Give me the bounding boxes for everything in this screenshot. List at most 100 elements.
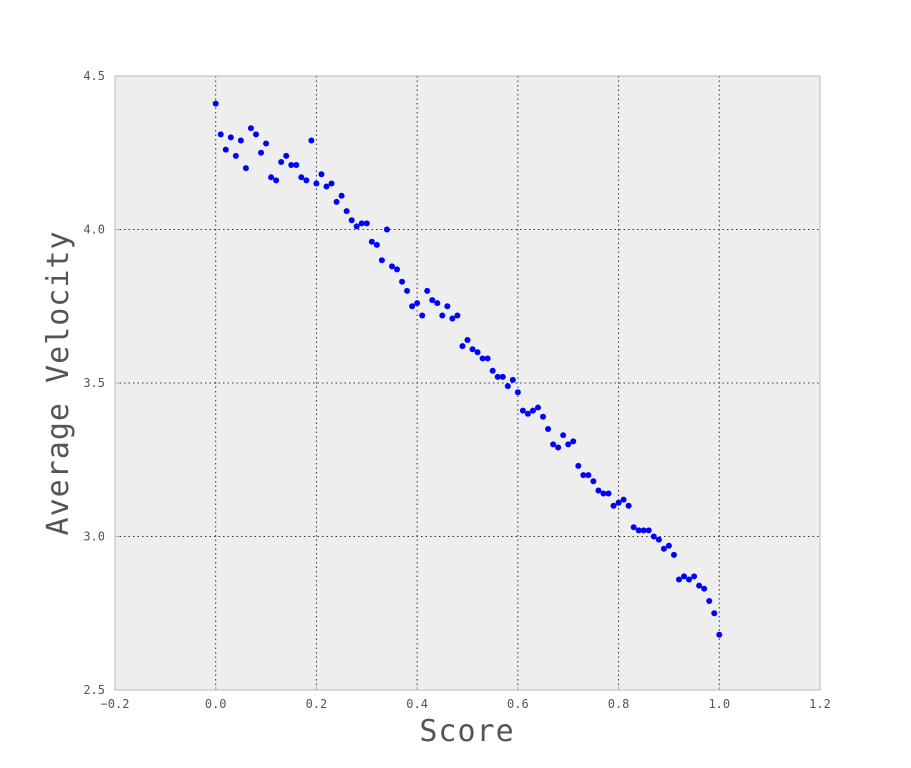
data-point	[258, 149, 265, 156]
data-point	[449, 315, 456, 322]
x-tick-label: 1.2	[809, 697, 831, 711]
x-tick-label: 0.6	[507, 697, 529, 711]
x-tick-label: 1.0	[708, 697, 730, 711]
data-point	[399, 278, 406, 285]
x-tick-label: −0.2	[101, 697, 130, 711]
data-point	[580, 472, 587, 479]
y-tick-label: 3.5	[83, 376, 105, 390]
data-point	[509, 376, 516, 383]
data-point	[545, 426, 552, 433]
data-point	[454, 312, 461, 319]
data-point	[394, 266, 400, 273]
y-axis-title: Average Velocity	[41, 231, 76, 536]
data-point	[615, 499, 622, 506]
data-point	[378, 257, 385, 264]
data-point	[660, 545, 667, 552]
data-point	[535, 404, 541, 411]
data-point	[434, 300, 441, 307]
data-point	[645, 527, 652, 534]
data-point	[424, 287, 431, 294]
data-point	[696, 582, 703, 589]
data-point	[283, 152, 290, 159]
y-tick-label: 3.0	[83, 530, 105, 544]
data-point	[570, 438, 577, 445]
x-tick-label: 0.2	[306, 697, 328, 711]
data-point	[323, 183, 330, 190]
data-point	[691, 573, 698, 580]
data-point	[655, 536, 662, 543]
data-point	[414, 300, 421, 307]
x-tick-label: 0.0	[205, 697, 227, 711]
data-point	[409, 303, 416, 310]
data-point	[444, 303, 451, 310]
data-point	[605, 490, 612, 497]
data-point	[706, 597, 713, 604]
data-point	[625, 502, 632, 509]
data-point	[388, 263, 395, 270]
data-point	[540, 413, 547, 420]
data-point	[565, 441, 572, 448]
data-point	[519, 407, 526, 414]
data-point	[237, 137, 244, 144]
data-point	[263, 140, 270, 147]
data-point	[212, 100, 219, 107]
data-point	[459, 343, 466, 350]
data-point	[313, 180, 320, 187]
data-point	[298, 174, 305, 181]
x-tick-label: 0.8	[608, 697, 630, 711]
data-point	[514, 389, 521, 396]
data-point	[358, 220, 365, 227]
data-point	[288, 162, 295, 169]
data-point	[268, 174, 275, 181]
data-point	[343, 208, 350, 215]
data-point	[404, 287, 411, 294]
data-point	[550, 441, 557, 448]
y-tick-label: 4.0	[83, 223, 105, 237]
data-point	[620, 496, 627, 503]
data-point	[429, 297, 436, 304]
y-tick-label: 4.5	[83, 69, 105, 83]
data-point	[585, 472, 592, 479]
data-point	[474, 349, 481, 356]
data-point	[333, 198, 340, 205]
data-point	[630, 524, 637, 531]
data-point	[610, 502, 617, 509]
data-point	[439, 312, 446, 319]
data-point	[278, 158, 285, 165]
data-point	[253, 131, 259, 138]
data-point	[368, 238, 375, 245]
data-point	[701, 585, 708, 592]
data-point	[363, 220, 370, 227]
y-axis-ticks: 2.5 3.0 3.5 4.0 4.5	[83, 69, 119, 697]
data-point	[711, 610, 718, 617]
data-point	[293, 162, 300, 169]
data-point	[469, 346, 476, 353]
data-point	[595, 487, 602, 494]
data-points	[212, 100, 723, 638]
data-point	[665, 542, 672, 549]
data-point	[479, 355, 486, 362]
data-point	[499, 373, 506, 380]
x-tick-label: 0.4	[406, 697, 428, 711]
data-point	[686, 576, 693, 583]
x-axis-ticks: −0.2 0.0 0.2 0.4 0.6 0.8 1.0 1.2	[101, 686, 831, 711]
data-point	[303, 177, 310, 184]
data-point	[273, 177, 280, 184]
grid-lines	[115, 76, 820, 690]
data-point	[670, 551, 677, 558]
data-point	[529, 407, 536, 414]
data-point	[635, 527, 642, 534]
data-point	[575, 462, 582, 469]
data-point	[247, 125, 254, 132]
data-point	[676, 576, 682, 583]
data-point	[242, 165, 249, 172]
data-point	[560, 432, 567, 439]
data-point	[484, 355, 491, 362]
data-point	[600, 490, 607, 497]
data-point	[353, 223, 360, 230]
data-point	[650, 533, 657, 540]
data-point	[348, 217, 355, 224]
x-axis-title: Score	[419, 714, 514, 749]
data-point	[524, 410, 531, 417]
